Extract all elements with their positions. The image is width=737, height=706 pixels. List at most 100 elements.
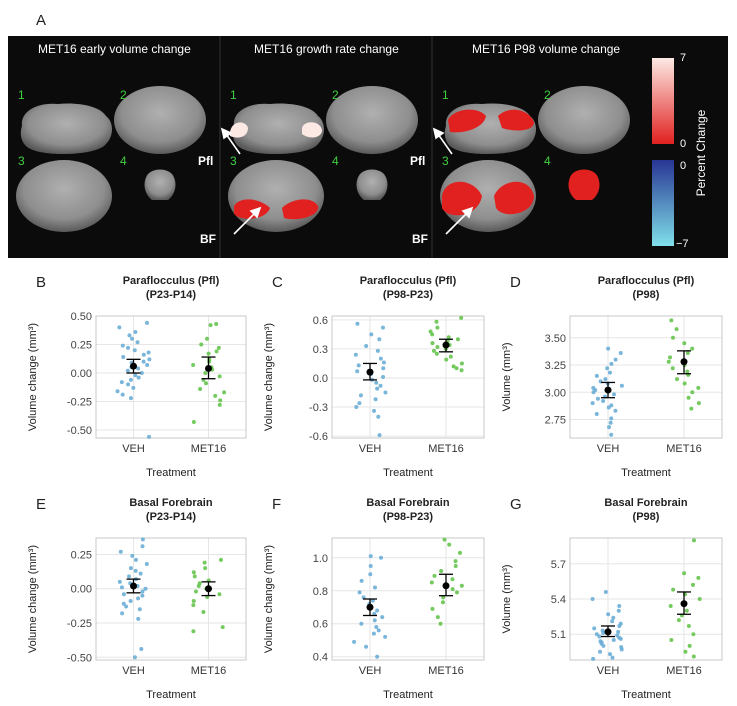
data-point: [220, 625, 225, 630]
data-point: [430, 341, 435, 346]
data-point: [603, 377, 608, 382]
data-point: [606, 346, 611, 351]
data-point: [383, 390, 388, 395]
bf-arrow: [233, 206, 474, 235]
data-point: [682, 341, 687, 346]
chart-f: Basal Forebrain (P98-P23) 0.4 0.6 0.8 1.0 VEH M…: [258, 492, 494, 704]
panel-letter-g: G: [510, 496, 522, 513]
data-point: [121, 355, 126, 360]
data-point: [671, 335, 676, 340]
data-point: [218, 398, 223, 403]
data-point: [611, 392, 616, 397]
chart-subtitle: (P98): [633, 289, 660, 301]
data-point: [610, 619, 615, 624]
plot-frame: [95, 315, 247, 439]
data-point: [432, 573, 437, 578]
brain-slice-4: [144, 169, 176, 200]
data-point: [669, 638, 674, 643]
data-point: [691, 654, 696, 659]
data-point: [674, 327, 679, 332]
brain-slice-2: [114, 86, 206, 154]
x-tick-label: VEH: [359, 443, 382, 455]
data-point: [685, 351, 690, 356]
data-point: [368, 572, 373, 577]
colorbar-tick: −7: [676, 238, 689, 250]
y-axis-label: Volume change (mm³): [263, 323, 275, 431]
data-point: [696, 575, 701, 580]
data-point: [684, 608, 689, 613]
data-point: [439, 568, 444, 573]
data-point: [119, 585, 124, 590]
chart-svg: Basal Forebrain (P98) 5.1 5.4 5.7 VEH MET16 Tre…: [501, 497, 723, 701]
brain-slice-4: [568, 169, 600, 200]
x-tick-label: MET16: [191, 443, 226, 455]
y-tick-label: 0.00: [71, 368, 92, 380]
data-point: [214, 321, 219, 326]
data-point: [357, 590, 362, 595]
data-point: [357, 401, 362, 406]
data-point: [686, 395, 691, 400]
data-point: [601, 643, 606, 648]
chart-svg: Paraflocculus (Pfl) (P98-P23) -0.6 -0.3 0.0 0…: [263, 275, 485, 479]
chart-c: Paraflocculus (Pfl) (P98-P23) -0.6 -0.3 0.0 0…: [258, 270, 494, 482]
data-point: [359, 578, 364, 583]
y-tick-label: 0.00: [71, 584, 92, 596]
data-point: [120, 343, 125, 348]
data-point: [126, 382, 131, 387]
data-point: [364, 344, 369, 349]
data-point: [198, 386, 203, 391]
x-tick-label: MET16: [191, 665, 226, 677]
data-point: [611, 638, 616, 643]
data-point: [372, 618, 377, 623]
data-point: [378, 356, 383, 361]
data-point: [377, 433, 382, 438]
data-point: [668, 355, 673, 360]
x-tick-label: MET16: [666, 665, 701, 677]
data-point: [378, 383, 383, 388]
data-point: [459, 368, 464, 373]
chart-title: Paraflocculus (Pfl): [360, 275, 457, 287]
data-point: [131, 385, 136, 390]
slice-number: 2: [120, 88, 127, 102]
data-point: [140, 593, 145, 598]
data-point: [199, 342, 204, 347]
data-point: [372, 408, 377, 413]
data-point: [130, 336, 135, 341]
y-tick-label: -0.6: [309, 431, 328, 443]
data-point: [355, 321, 360, 326]
data-point: [355, 369, 360, 374]
data-point: [608, 652, 613, 657]
data-point: [135, 340, 140, 345]
data-point: [690, 582, 695, 587]
data-point: [368, 564, 373, 569]
panel-letter-f: F: [272, 496, 282, 513]
data-point: [459, 361, 464, 366]
y-axis-label: Volume change (mm³): [27, 323, 39, 431]
x-tick-label: VEH: [122, 443, 145, 455]
data-point: [130, 553, 135, 558]
data-point: [218, 557, 223, 562]
y-tick-label: 0.25: [71, 340, 92, 352]
slice-number: 4: [332, 154, 339, 168]
mri-panel-early: [16, 86, 206, 232]
data-point: [193, 589, 198, 594]
data-point: [697, 597, 702, 601]
data-point: [139, 647, 144, 652]
data-point: [147, 434, 152, 439]
y-tick-label: 0.4: [313, 652, 328, 664]
data-point: [451, 364, 456, 369]
data-point: [133, 329, 138, 334]
data-point: [434, 351, 439, 356]
data-point: [380, 325, 385, 330]
data-point: [120, 611, 125, 616]
colorbar-title: Percent Change: [694, 109, 708, 197]
data-point: [457, 550, 462, 555]
data-point: [140, 589, 145, 594]
y-axis-label: Volume (mm³): [501, 342, 513, 411]
data-point: [591, 390, 596, 395]
data-point: [124, 604, 129, 609]
plot-frame: [569, 315, 723, 439]
y-tick-label: 0.3: [313, 344, 328, 356]
brain-slice-4: [356, 169, 388, 200]
y-tick-label: -0.50: [67, 425, 92, 437]
